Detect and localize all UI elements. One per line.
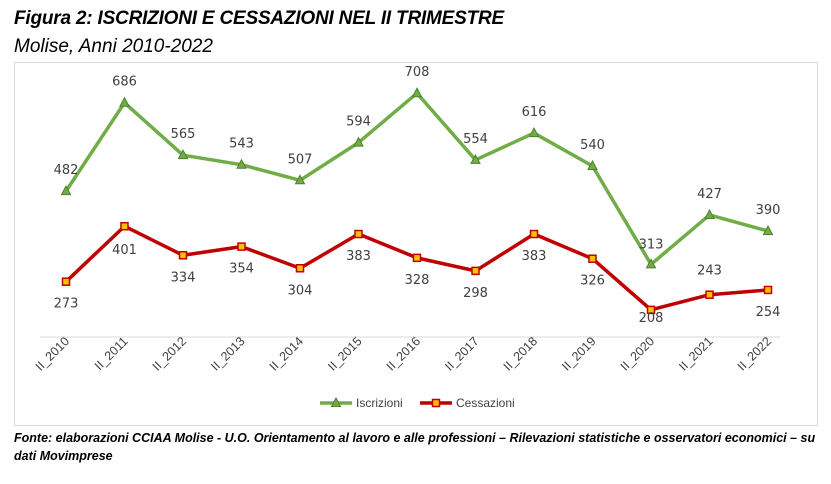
x-tick-label: II_2014 — [267, 334, 306, 373]
iscrizioni-point — [411, 87, 423, 98]
cessazioni-point — [529, 229, 539, 239]
x-tick-label: II_2021 — [676, 334, 715, 373]
cessazioni-data-label: 208 — [639, 311, 664, 326]
x-tick-label: II_2020 — [618, 334, 657, 373]
iscrizioni-data-label: 565 — [171, 127, 196, 142]
cessazioni-point — [705, 290, 714, 299]
iscrizioni-point — [704, 208, 715, 219]
cessazioni-data-label: 273 — [54, 297, 79, 312]
x-tick-label: II_2010 — [33, 334, 72, 373]
iscrizioni-point — [177, 149, 189, 160]
iscrizioni-data-label: 313 — [639, 237, 664, 252]
cessazioni-point — [237, 242, 246, 251]
cessazioni-data-label: 298 — [463, 286, 488, 301]
cessazioni-point — [646, 305, 656, 315]
cessazioni-point — [471, 266, 480, 276]
iscrizioni-point — [236, 158, 247, 169]
iscrizioni-point — [587, 159, 598, 170]
cessazioni-point — [354, 229, 363, 239]
iscrizioni-point — [294, 174, 306, 185]
iscrizioni-data-label: 507 — [288, 152, 313, 167]
legend-label: Cessazioni — [456, 396, 515, 410]
x-tick-label: II_2015 — [325, 334, 364, 373]
iscrizioni-point — [528, 126, 540, 138]
cessazioni-data-label: 334 — [171, 270, 196, 285]
cessazioni-data-label: 383 — [522, 249, 547, 264]
legend-label: Iscrizioni — [356, 396, 403, 410]
legend-marker — [431, 398, 441, 408]
iscrizioni-data-label: 594 — [346, 115, 371, 130]
cessazioni-point — [588, 254, 597, 263]
cessazioni-data-label: 326 — [580, 274, 605, 289]
x-tick-label: II_2016 — [384, 334, 423, 373]
cessazioni-data-label: 304 — [288, 283, 313, 298]
iscrizioni-data-label: 540 — [580, 138, 605, 153]
x-tick-label: II_2017 — [442, 334, 481, 373]
iscrizioni-data-label: 554 — [463, 132, 488, 147]
x-tick-label: II_2013 — [208, 334, 247, 373]
chart-frame — [14, 62, 818, 426]
x-tick-label: II_2012 — [150, 334, 189, 373]
cessazioni-data-label: 383 — [346, 249, 371, 264]
cessazioni-point — [763, 285, 773, 295]
iscrizioni-point — [645, 258, 657, 269]
iscrizioni-point — [353, 136, 364, 147]
iscrizioni-data-label: 427 — [697, 187, 722, 202]
iscrizioni-data-label: 482 — [54, 163, 79, 178]
line-chart: II_2010 II_2011 II_2012 II_2013 II_2014 II_20… — [33, 65, 781, 410]
iscrizioni-point — [60, 185, 72, 196]
iscrizioni-data-label: 686 — [112, 75, 137, 90]
iscrizioni-data-label: 708 — [405, 65, 430, 80]
figure-subtitle: Molise, Anni 2010-2022 — [14, 36, 213, 57]
x-tick-label: II_2019 — [559, 334, 598, 373]
cessazioni-point — [412, 253, 422, 263]
cessazioni-point — [178, 251, 188, 260]
figure-title: Figura 2: ISCRIZIONI E CESSAZIONI NEL II… — [14, 8, 505, 29]
cessazioni-point — [120, 221, 129, 231]
cessazioni-data-label: 243 — [697, 264, 722, 279]
legend-marker — [330, 396, 342, 407]
cessazioni-data-label: 254 — [756, 305, 781, 320]
iscrizioni-data-label: 616 — [522, 105, 547, 120]
cessazioni-data-label: 328 — [405, 273, 430, 288]
x-tick-label: II_2018 — [501, 334, 540, 373]
iscrizioni-point — [119, 96, 130, 107]
x-tick-label: II_2022 — [735, 334, 774, 373]
source-note: Fonte: elaborazioni CCIAA Molise - U.O. … — [14, 431, 816, 463]
iscrizioni-point — [762, 224, 774, 235]
iscrizioni-point — [470, 153, 481, 164]
iscrizioni-data-label: 390 — [756, 203, 781, 218]
cessazioni-point — [61, 277, 71, 286]
iscrizioni-data-label: 543 — [229, 137, 254, 152]
cessazioni-data-label: 401 — [112, 243, 137, 258]
x-tick-label: II_2011 — [92, 334, 131, 373]
cessazioni-point — [295, 264, 305, 273]
cessazioni-data-label: 354 — [229, 262, 254, 277]
